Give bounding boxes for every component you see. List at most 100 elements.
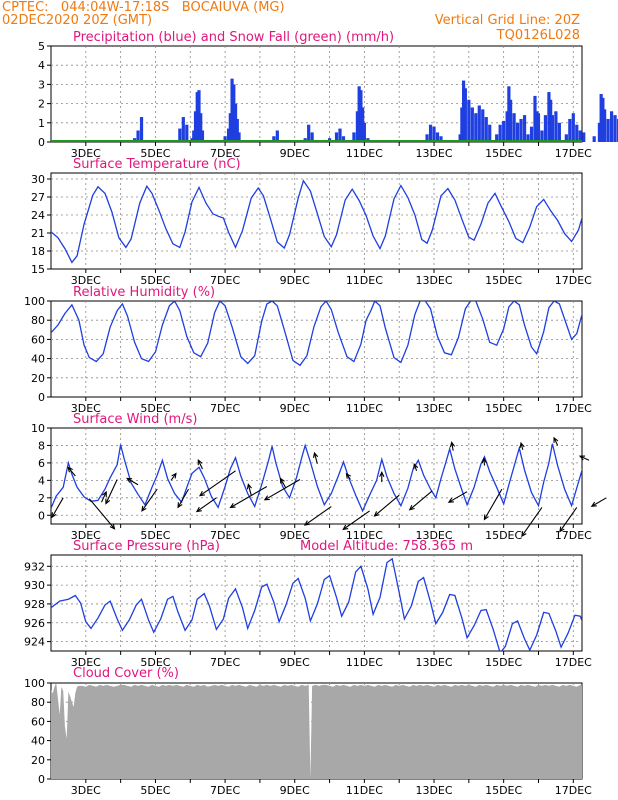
precip-bar bbox=[519, 118, 523, 142]
wind-vector bbox=[483, 488, 503, 520]
wind-vector bbox=[451, 442, 454, 451]
precip-bar bbox=[557, 122, 561, 142]
model-code-header: TQ0126L028 bbox=[496, 28, 580, 43]
wind-vector-head bbox=[559, 526, 565, 533]
precip-bar bbox=[435, 132, 440, 142]
precip-bar bbox=[597, 122, 602, 142]
wind-vector bbox=[279, 478, 287, 489]
wind-vector bbox=[67, 467, 76, 477]
precip-bar bbox=[136, 130, 140, 142]
wind-vector-head bbox=[373, 511, 380, 517]
y-tick-label: 4 bbox=[38, 59, 45, 72]
x-tick-label: 5DEC bbox=[140, 529, 170, 542]
wind-vector bbox=[342, 510, 370, 530]
precip-bar bbox=[498, 124, 502, 142]
x-tick-label: 7DEC bbox=[210, 529, 240, 542]
wind-vector bbox=[51, 497, 64, 518]
precip-bar bbox=[235, 118, 239, 142]
x-tick-label: 13DEC bbox=[415, 147, 452, 160]
precip-bar bbox=[543, 115, 548, 142]
run-date-header: 02DEC2020 20Z (GMT) bbox=[2, 13, 153, 28]
y-tick-label: 18 bbox=[31, 245, 45, 258]
y-tick-label: 1 bbox=[38, 117, 45, 130]
x-tick-label: 15DEC bbox=[485, 529, 522, 542]
precip-bar bbox=[178, 128, 182, 142]
series-line bbox=[51, 443, 582, 513]
x-tick-label: 15DEC bbox=[485, 147, 522, 160]
x-tick-label: 11DEC bbox=[346, 656, 383, 669]
precip-bar bbox=[536, 113, 541, 142]
precip-bar bbox=[616, 118, 618, 142]
precip-bar bbox=[470, 107, 474, 142]
precip-bar bbox=[547, 92, 551, 142]
y-tick-label: 0 bbox=[38, 136, 45, 149]
precip-bar bbox=[575, 124, 579, 142]
x-tick-label: 7DEC bbox=[210, 274, 240, 287]
panel-annotation: Model Altitude: 758.365 m bbox=[300, 539, 473, 554]
precip-bar bbox=[549, 99, 553, 142]
precip-bar bbox=[357, 86, 361, 142]
precip-bar bbox=[481, 109, 485, 142]
precip-bar bbox=[505, 111, 509, 142]
precip-bar bbox=[474, 113, 478, 142]
x-tick-label: 11DEC bbox=[346, 784, 383, 797]
panel-title: Cloud Cover (%) bbox=[73, 666, 179, 681]
x-tick-label: 3DEC bbox=[71, 402, 101, 415]
precip-bar bbox=[139, 117, 144, 142]
x-tick-label: 17DEC bbox=[555, 656, 592, 669]
panel-title: Surface Pressure (hPa) bbox=[73, 539, 220, 554]
x-tick-label: 9DEC bbox=[280, 784, 310, 797]
panel-title: Surface Wind (m/s) bbox=[73, 412, 197, 427]
x-tick-label: 9DEC bbox=[280, 529, 310, 542]
y-tick-label: 27 bbox=[31, 191, 45, 204]
y-tick-label: 20 bbox=[31, 372, 45, 385]
panel-4 bbox=[47, 427, 607, 538]
wind-vector-head bbox=[519, 441, 525, 449]
cloud-cover-area bbox=[51, 683, 582, 779]
precip-bar bbox=[463, 88, 467, 142]
panel-title: Precipitation (blue) and Snow Fall (gree… bbox=[73, 30, 394, 45]
wind-vector-head bbox=[578, 455, 586, 461]
precip-bar bbox=[181, 117, 185, 142]
x-tick-label: 7DEC bbox=[210, 656, 240, 669]
x-tick-label: 17DEC bbox=[555, 529, 592, 542]
wind-vector-head bbox=[481, 457, 487, 464]
panel-title: Relative Humidity (%) bbox=[73, 285, 215, 300]
precip-bar bbox=[526, 134, 530, 142]
panel-frame bbox=[50, 172, 583, 270]
panel-title: Surface Temperature (nC) bbox=[73, 157, 241, 172]
x-tick-label: 17DEC bbox=[555, 274, 592, 287]
precip-bar bbox=[192, 130, 196, 142]
wind-vector bbox=[177, 488, 190, 508]
x-tick-label: 17DEC bbox=[555, 147, 592, 160]
wind-vector-head bbox=[342, 524, 349, 531]
y-tick-label: 80 bbox=[31, 696, 45, 709]
precip-bar bbox=[592, 136, 596, 142]
y-tick-label: 928 bbox=[24, 598, 45, 611]
precip-bar bbox=[199, 113, 203, 142]
wind-vector-head bbox=[449, 441, 456, 448]
x-tick-label: 9DEC bbox=[280, 656, 310, 669]
panel-frame bbox=[50, 300, 583, 398]
x-tick-label: 13DEC bbox=[415, 529, 452, 542]
precip-bar bbox=[334, 132, 339, 142]
x-tick-label: 5DEC bbox=[140, 402, 170, 415]
y-tick-label: 60 bbox=[31, 333, 45, 346]
x-tick-label: 7DEC bbox=[210, 784, 240, 797]
wind-vector bbox=[199, 470, 236, 497]
x-tick-label: 3DEC bbox=[71, 656, 101, 669]
wind-vector-head bbox=[447, 497, 454, 503]
wind-vector bbox=[141, 488, 158, 512]
station-header: CPTEC: 044:04W-17:18S BOCAIUVA (MG) bbox=[2, 0, 285, 15]
precip-bar bbox=[477, 105, 481, 142]
wind-vector-head bbox=[109, 523, 116, 530]
wind-vector bbox=[100, 491, 107, 503]
precip-bar bbox=[578, 130, 582, 142]
precip-bar bbox=[185, 124, 189, 142]
precip-bar bbox=[338, 128, 342, 142]
wind-vector-head bbox=[521, 531, 527, 538]
precip-bar bbox=[432, 126, 436, 142]
precip-bar bbox=[355, 111, 360, 142]
precip-bar bbox=[307, 124, 311, 142]
wind-vector-head bbox=[263, 495, 270, 501]
